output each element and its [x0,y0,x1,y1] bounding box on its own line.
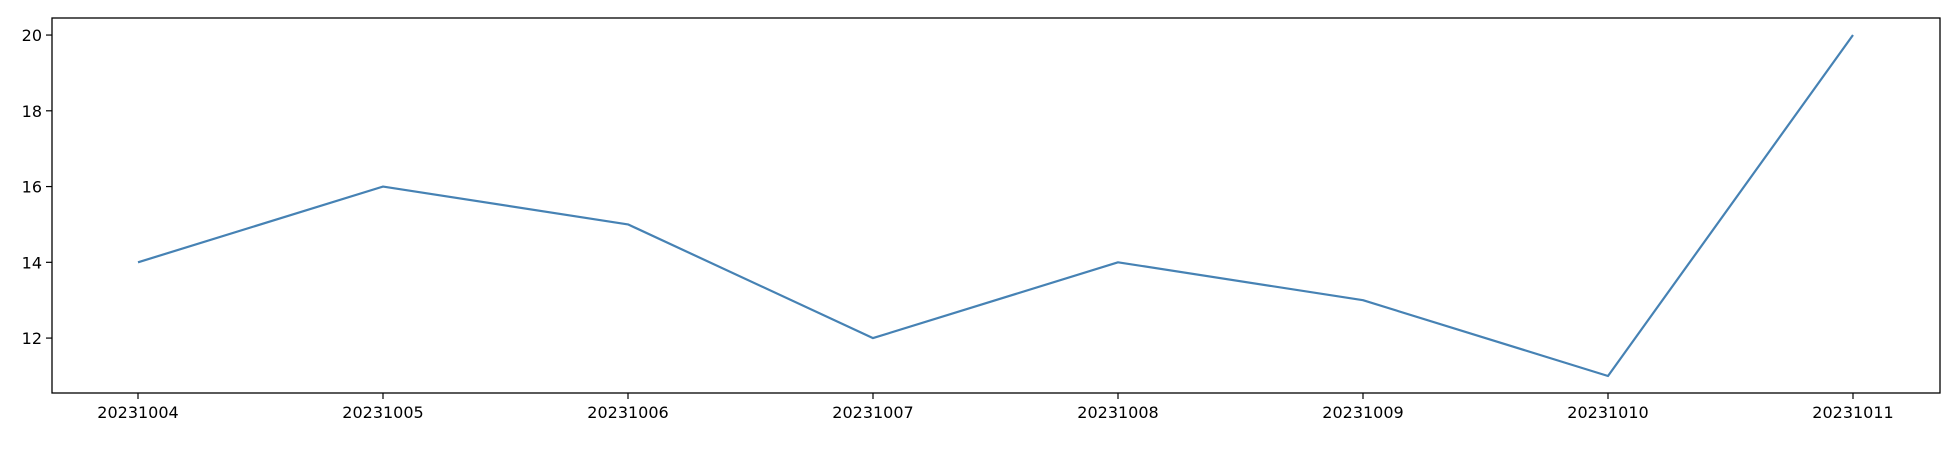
y-tick-label: 16 [22,178,42,197]
x-tick-label: 20231007 [832,403,913,422]
y-tick-label: 20 [22,26,42,45]
y-tick-label: 12 [22,329,42,348]
y-tick-label: 14 [22,253,42,272]
x-tick-label: 20231006 [587,403,668,422]
y-axis: 12 14 16 18 20 [22,26,52,348]
series-layer [137,34,1854,378]
x-tick-label: 20231011 [1812,403,1893,422]
plot-area [51,17,1941,394]
x-tick-label: 20231009 [1322,403,1403,422]
x-axis: 20231004 20231005 20231006 20231007 20231008… [97,393,1894,422]
x-tick-label: 20231010 [1567,403,1648,422]
x-tick-label: 20231008 [1077,403,1158,422]
series-line [137,34,1854,378]
x-tick-label: 20231005 [342,403,423,422]
y-tick-label: 18 [22,102,42,121]
x-tick-label: 20231004 [97,403,178,422]
